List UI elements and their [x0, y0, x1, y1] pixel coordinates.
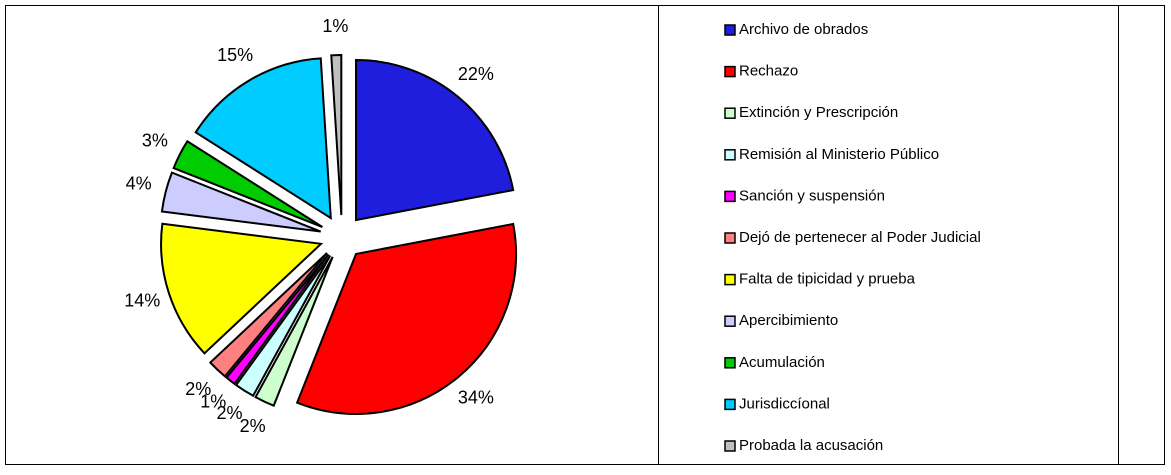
legend-swatch — [724, 149, 736, 161]
data-label: 15% — [217, 45, 253, 65]
data-label: 2% — [216, 403, 242, 423]
legend-label: Remisión al Ministerio Público — [739, 146, 939, 163]
legend-swatch — [724, 232, 736, 244]
data-label: 3% — [142, 130, 168, 150]
legend-label: Archivo de obrados — [739, 21, 868, 38]
data-label: 14% — [124, 291, 160, 311]
legend-swatch — [724, 190, 736, 203]
data-label: 22% — [458, 64, 494, 84]
pie-slice — [160, 222, 324, 355]
legend-swatch — [724, 65, 736, 78]
legend-swatch — [724, 24, 736, 36]
pie-slice — [225, 253, 330, 386]
pie-slice — [172, 139, 323, 228]
legend-label: Probada la acusación — [739, 437, 883, 454]
pie-slice — [355, 59, 515, 222]
legend-label: Sanción y suspensión — [739, 187, 885, 204]
legend-swatch — [724, 315, 736, 327]
data-label: 1% — [322, 16, 348, 36]
legend-swatch — [724, 357, 736, 369]
legend-label: Acumulación — [739, 354, 825, 371]
legend-label: Jurisdiccíonal — [739, 395, 830, 412]
pie-slice — [234, 254, 332, 398]
data-label: 1% — [200, 392, 226, 412]
legend-label: Rechazo — [739, 63, 798, 80]
legend-swatch — [724, 440, 736, 452]
pie-slice — [295, 222, 518, 415]
pie-slice — [208, 252, 328, 378]
pie-slice — [254, 256, 334, 407]
legend-label: Falta de tipicidad y prueba — [739, 271, 916, 288]
legend-label: Extinción y Prescripción — [739, 104, 898, 121]
pie-slice — [194, 57, 332, 220]
data-label: 2% — [240, 416, 266, 436]
legend-swatch — [724, 398, 736, 411]
legend-label: Dejó de pertenecer al Poder Judicial — [739, 229, 981, 246]
legend-label: Apercibimiento — [739, 312, 838, 329]
data-label: 4% — [126, 174, 152, 194]
legend-swatch — [724, 107, 736, 119]
data-label: 2% — [185, 379, 211, 399]
pie-slice — [160, 171, 322, 233]
pie-slice — [330, 54, 343, 216]
data-label: 34% — [458, 388, 494, 408]
legend-swatch — [724, 273, 736, 286]
